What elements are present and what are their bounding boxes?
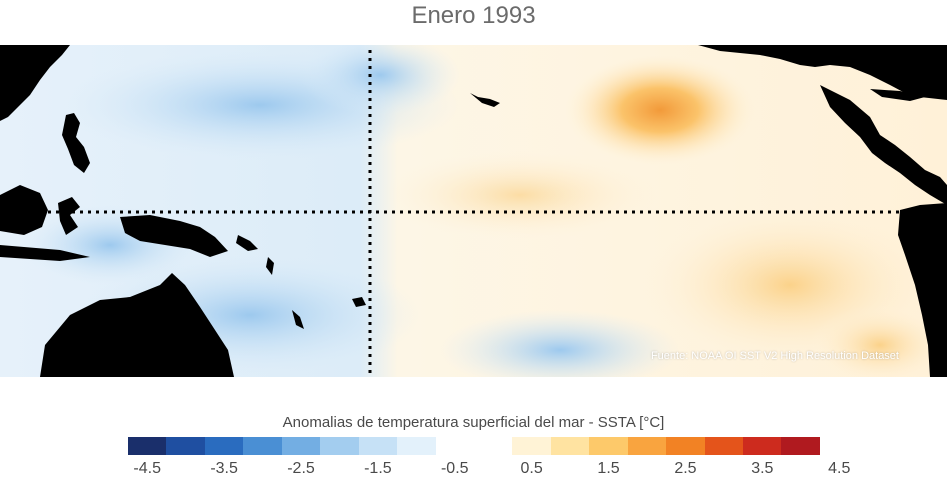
colorbar-segment	[781, 437, 820, 455]
land-new-guinea	[120, 215, 228, 257]
colorbar-segment	[743, 437, 782, 455]
ssta-map	[0, 45, 947, 377]
land-south-america	[898, 203, 947, 377]
land-australia	[40, 273, 234, 377]
reference-lines	[0, 50, 947, 377]
land-north-america	[698, 45, 947, 100]
colorbar-segment	[704, 437, 743, 455]
map-title: Enero 1993	[411, 2, 536, 29]
colorbar-tick-label: -2.5	[287, 460, 315, 477]
colorbar-title: Anomalias de temperatura superficial del…	[282, 414, 665, 431]
colorbar-tick-label: 0.5	[520, 460, 543, 477]
colorbar-segment	[166, 437, 205, 455]
colorbar-segment	[666, 437, 705, 455]
colorbar-segment	[128, 437, 167, 455]
land-solomon-islands	[236, 235, 258, 251]
colorbar-segment	[204, 437, 244, 455]
colorbar-ticks: -4.5 -3.5 -2.5 -1.5 -0.5 0.5 1.5 2.5 3.5 4.5	[128, 460, 850, 480]
colorbar-tick-label: -0.5	[440, 460, 469, 477]
land-sulawesi	[58, 197, 80, 235]
land-cuba	[870, 89, 925, 101]
colorbar-tick-label: 2.5	[674, 460, 697, 477]
colorbar-segment	[435, 437, 474, 455]
land-new-caledonia	[292, 310, 304, 329]
colorbar-segment	[358, 437, 398, 455]
land-masses	[0, 45, 947, 377]
colorbar-tick-label: -4.5	[133, 460, 162, 477]
colorbar-tick-label: 1.5	[597, 460, 620, 477]
land-philippines	[62, 113, 90, 173]
land-hawaii	[470, 93, 500, 107]
colorbar-tick-label: -1.5	[364, 460, 392, 477]
colorbar-segment	[320, 437, 359, 455]
colorbar-segment	[512, 437, 551, 455]
colorbar-segment	[589, 437, 628, 455]
data-source-credit: Fuente: NOAA OI SST V2 High Resolution D…	[650, 350, 899, 362]
land-asia	[0, 45, 70, 121]
colorbar-segment	[397, 437, 436, 455]
land-central-america	[820, 85, 947, 205]
colorbar-segment	[473, 437, 513, 455]
land-java	[0, 245, 90, 261]
colorbar-tick-label: -3.5	[210, 460, 238, 477]
colorbar-tick-label: 4.5	[828, 460, 851, 477]
colorbar-tick-label: 3.5	[751, 460, 774, 477]
colorbar	[128, 437, 820, 455]
land-vanuatu	[266, 257, 274, 275]
colorbar-segment	[243, 437, 282, 455]
land-fiji	[352, 297, 366, 307]
colorbar-segment	[550, 437, 590, 455]
land-borneo	[0, 185, 48, 235]
colorbar-segment	[627, 437, 667, 455]
colorbar-segment	[281, 437, 321, 455]
